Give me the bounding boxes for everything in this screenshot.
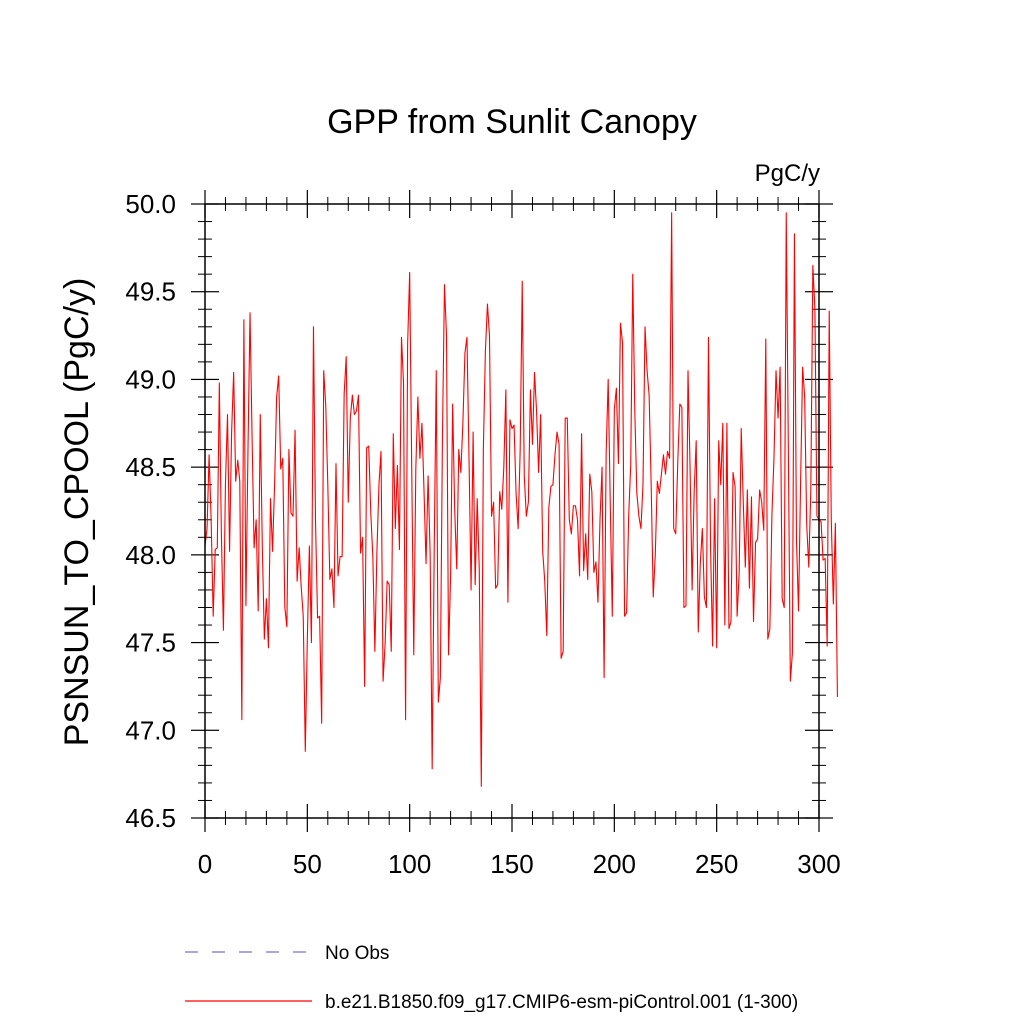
y-axis-label: PSNSUN_TO_CPOOL (PgC/y) <box>58 278 96 747</box>
legend-label-no-obs: No Obs <box>325 943 389 964</box>
y-tick-label: 48.0 <box>125 540 176 570</box>
y-tick-label: 48.5 <box>125 452 176 482</box>
x-tick-label: 250 <box>695 849 738 879</box>
tick-labels: 0 50 100 150 200 250 300 46.5 47.0 47.5 48.0 48.5 49… <box>125 189 840 879</box>
y-tick-label: 50.0 <box>125 189 176 219</box>
x-tick-label: 300 <box>797 849 840 879</box>
x-tick-label: 150 <box>490 849 533 879</box>
chart-title: GPP from Sunlit Canopy <box>327 103 697 141</box>
series-line <box>204 212 838 787</box>
legend-label-model-run: b.e21.B1850.f09_g17.CMIP6-esm-piControl.… <box>325 992 798 1013</box>
axis-ticks <box>191 190 833 832</box>
x-tick-label: 50 <box>293 849 322 879</box>
legend: No Obs b.e21.B1850.f09_g17.CMIP6-esm-piC… <box>185 943 798 1013</box>
y-tick-label: 49.5 <box>125 277 176 307</box>
y-tick-label: 47.5 <box>125 628 176 658</box>
y-tick-label: 49.0 <box>125 364 176 394</box>
x-tick-label: 0 <box>198 849 212 879</box>
units-label: PgC/y <box>755 160 820 187</box>
x-tick-label: 100 <box>388 849 431 879</box>
y-tick-label: 47.0 <box>125 715 176 745</box>
plot-frame <box>204 203 820 819</box>
x-tick-label: 200 <box>593 849 636 879</box>
series-layer <box>204 212 838 787</box>
y-tick-label: 46.5 <box>125 803 176 833</box>
